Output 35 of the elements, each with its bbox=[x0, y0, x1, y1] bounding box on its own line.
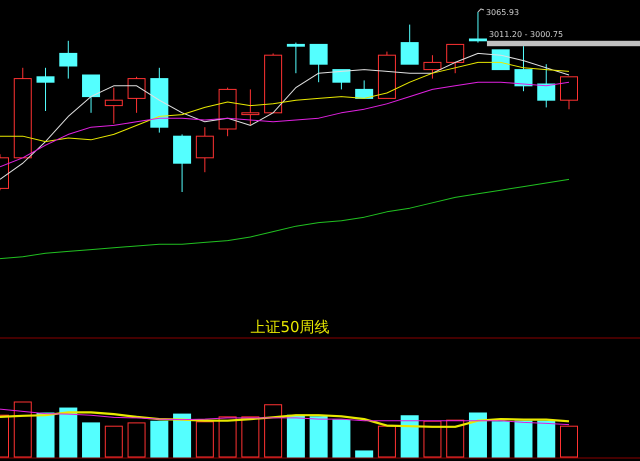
bar bbox=[446, 420, 464, 458]
bar bbox=[514, 420, 532, 458]
bar bbox=[128, 422, 146, 458]
bar bbox=[264, 404, 282, 458]
candlestick bbox=[59, 40, 78, 80]
bar bbox=[286, 414, 305, 458]
annotation: 3065.93 bbox=[486, 8, 520, 17]
candlestick bbox=[196, 126, 214, 173]
bar bbox=[218, 416, 237, 458]
bar bbox=[378, 426, 396, 458]
bar bbox=[400, 415, 419, 458]
bar bbox=[310, 416, 328, 458]
bar bbox=[241, 416, 260, 458]
bar bbox=[14, 402, 32, 458]
candlestick bbox=[241, 88, 260, 126]
bar bbox=[332, 420, 350, 458]
bar bbox=[423, 420, 442, 458]
bar bbox=[82, 422, 100, 458]
candlestick bbox=[104, 87, 123, 124]
band-label: 3011.20 - 3000.75 bbox=[488, 30, 564, 39]
candlestick bbox=[537, 64, 556, 108]
bar bbox=[104, 426, 123, 458]
bar bbox=[468, 412, 487, 458]
candlestick bbox=[150, 67, 168, 134]
text: 上证50周线 bbox=[250, 318, 330, 336]
candlestick bbox=[36, 67, 55, 112]
bar bbox=[560, 426, 578, 458]
bar bbox=[537, 420, 556, 458]
bar bbox=[196, 421, 214, 458]
bar bbox=[492, 421, 510, 458]
bar bbox=[36, 412, 55, 458]
bar bbox=[173, 414, 192, 458]
bar bbox=[355, 450, 374, 458]
bar bbox=[59, 408, 78, 458]
bar bbox=[150, 420, 168, 458]
